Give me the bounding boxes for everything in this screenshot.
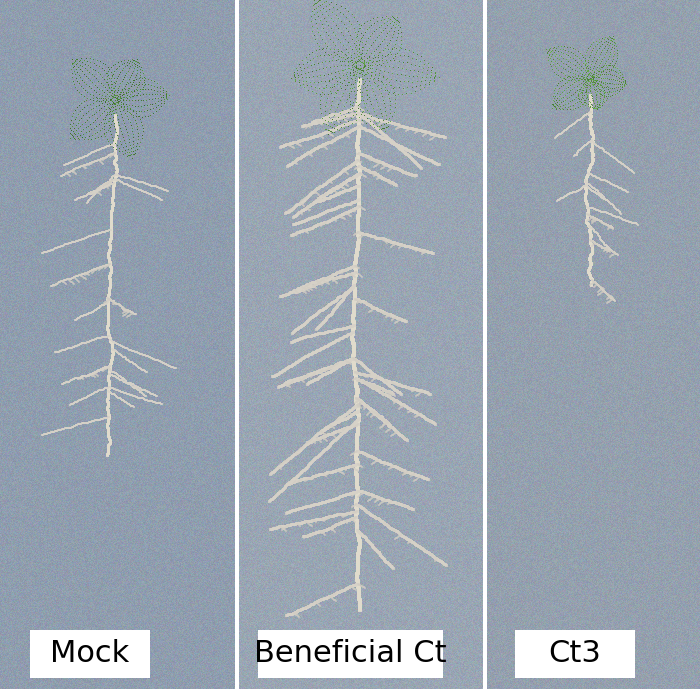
Text: Mock: Mock — [50, 639, 130, 668]
Text: Ct3: Ct3 — [549, 639, 601, 668]
Text: Beneficial Ct: Beneficial Ct — [254, 639, 447, 668]
FancyBboxPatch shape — [515, 630, 635, 678]
FancyBboxPatch shape — [258, 630, 443, 678]
FancyBboxPatch shape — [30, 630, 150, 678]
